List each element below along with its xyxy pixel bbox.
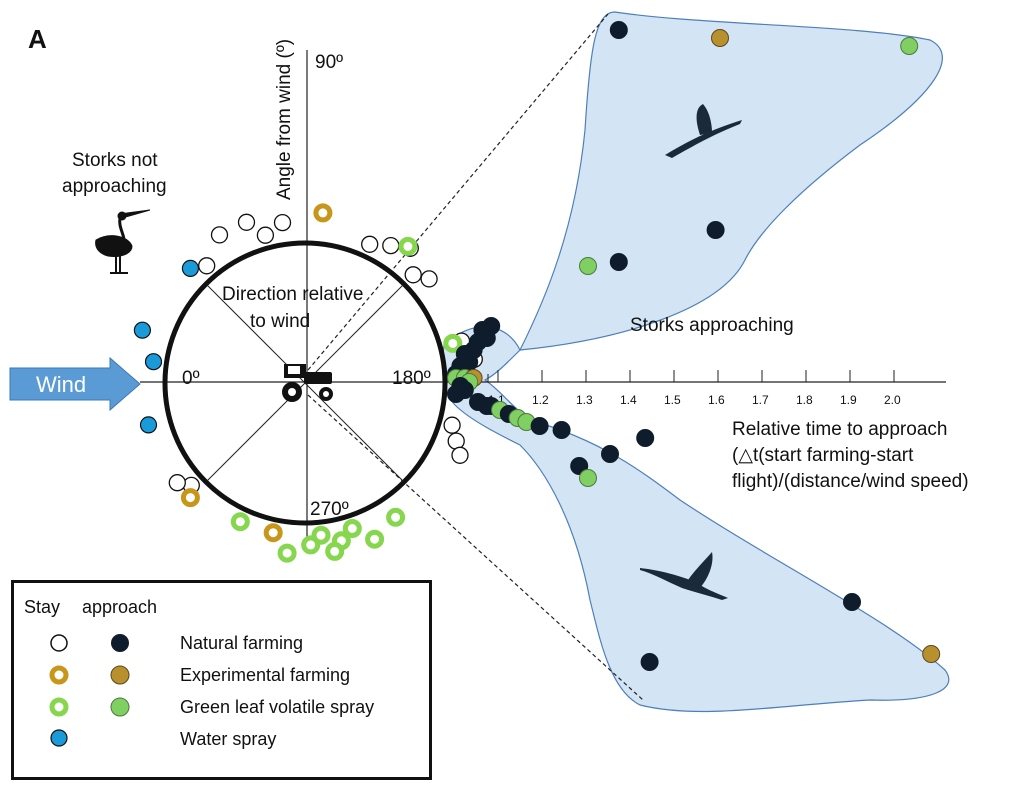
stay-point-water (181, 259, 199, 277)
approach-point-glv (579, 257, 597, 275)
x-tick-label: 1.3 (576, 393, 593, 407)
not-approaching-line-2: approaching (62, 176, 167, 197)
approach-point-glv (579, 469, 597, 487)
dashed-line-top (307, 13, 609, 371)
angle-label-270: 270º (310, 499, 349, 520)
stay-point-natural (273, 213, 292, 232)
stay-point-natural (210, 226, 229, 244)
approach-point-natural (640, 653, 659, 671)
stay-point-water (133, 321, 151, 339)
legend-approach-natural (111, 634, 129, 652)
circle-label-line-2: to wind (250, 311, 310, 332)
angle-label-180: 180º (392, 368, 431, 389)
x-tick-label: 1.2 (532, 393, 549, 407)
stay-point-natural (443, 416, 461, 434)
approaching-label: Storks approaching (630, 315, 794, 336)
stay-point-glv (277, 543, 297, 563)
x-tick-label: 1.8 (796, 393, 813, 407)
stay-points-group (133, 203, 483, 563)
approach-region (442, 11, 950, 713)
stay-point-glv (365, 529, 385, 549)
legend-label-glv: Green leaf volatile spray (180, 697, 374, 717)
approach-point-natural (530, 417, 549, 435)
flying-stork-icon-top (665, 104, 742, 158)
stay-point-natural (420, 270, 438, 288)
x-tick-label: 2.0 (884, 393, 901, 407)
stay-point-experimental (313, 203, 333, 223)
angle-label-0: 0º (182, 368, 200, 389)
approach-point-experimental (922, 645, 941, 663)
stay-point-glv (230, 512, 250, 532)
legend-stay-natural (50, 634, 68, 652)
stay-point-glv (325, 541, 345, 561)
y-axis-label: Angle from wind (º) (274, 39, 295, 200)
legend-label-natural: Natural farming (180, 633, 303, 653)
x-tick-label: 1.7 (752, 393, 769, 407)
legend-approach-glv (110, 697, 130, 717)
legend-stay-experimental (49, 665, 69, 685)
standing-stork-icon (95, 209, 151, 274)
x-axis-label-line-2: (△t(start farming-start (732, 445, 914, 466)
x-tick-label: 1.9 (840, 393, 857, 407)
stay-point-natural (382, 236, 400, 255)
legend-stay-water (50, 729, 68, 747)
legend-label-experimental: Experimental farming (180, 665, 350, 685)
x-tick-label: 1.4 (620, 393, 637, 407)
not-approaching-line-1: Storks not (72, 150, 158, 171)
stay-point-glv (301, 535, 321, 555)
approach-point-natural (843, 593, 861, 611)
approach-point-natural (636, 429, 655, 447)
approach-point-natural (609, 21, 628, 39)
stay-point-water (144, 353, 163, 371)
approach-point-natural (552, 421, 571, 439)
stay-point-natural (256, 226, 275, 244)
panel-label: A (28, 24, 47, 54)
x-axis-label-line-3: flight)/(distance/wind speed) (732, 471, 969, 492)
wind-label: Wind (36, 372, 86, 397)
legend-stay-glv (49, 697, 69, 717)
circle-label-line-1: Direction relative (222, 284, 364, 305)
stay-point-natural (451, 446, 469, 464)
legend: Stay approach Natural farming Experiment… (11, 580, 432, 780)
stay-point-natural (404, 266, 422, 284)
approach-point-natural (706, 221, 725, 239)
legend-approach-experimental (110, 665, 130, 685)
approach-point-natural (447, 385, 465, 403)
legend-svg: Stay approach Natural farming Experiment… (24, 597, 374, 749)
approach-point-natural (601, 445, 619, 463)
stay-point-glv (386, 507, 406, 527)
stay-point-natural (198, 257, 216, 275)
x-tick-label: 1.6 (708, 393, 725, 407)
stay-point-glv (398, 236, 418, 256)
stay-point-glv (342, 519, 362, 538)
approach-point-natural (609, 253, 628, 271)
legend-label-water: Water spray (180, 729, 276, 749)
x-axis-label-line-1: Relative time to approach (732, 419, 947, 440)
angle-label-90: 90º (315, 52, 343, 73)
stay-point-natural (237, 213, 256, 231)
legend-header-stay: Stay (24, 597, 60, 617)
flying-stork-icon-bottom (640, 552, 728, 600)
stay-point-water (139, 416, 158, 434)
stay-point-natural (168, 474, 186, 492)
approach-points-group (447, 21, 941, 671)
approach-point-experimental (711, 29, 729, 47)
stay-point-experimental (180, 488, 200, 508)
x-tick-group: 1.11.21.31.41.51.61.71.81.92.0 (467, 370, 901, 407)
approach-point-glv (900, 37, 919, 55)
wind-arrow (9, 356, 141, 412)
tractor-icon (282, 364, 333, 402)
dashed-line-bottom (307, 394, 644, 701)
legend-header-approach: approach (82, 597, 157, 617)
stay-point-experimental (263, 523, 283, 543)
stay-point-natural (361, 235, 379, 253)
stay-point-natural (447, 432, 465, 450)
stay-point-glv (443, 333, 463, 353)
x-tick-label: 1.5 (664, 393, 681, 407)
direction-circle (162, 240, 448, 526)
